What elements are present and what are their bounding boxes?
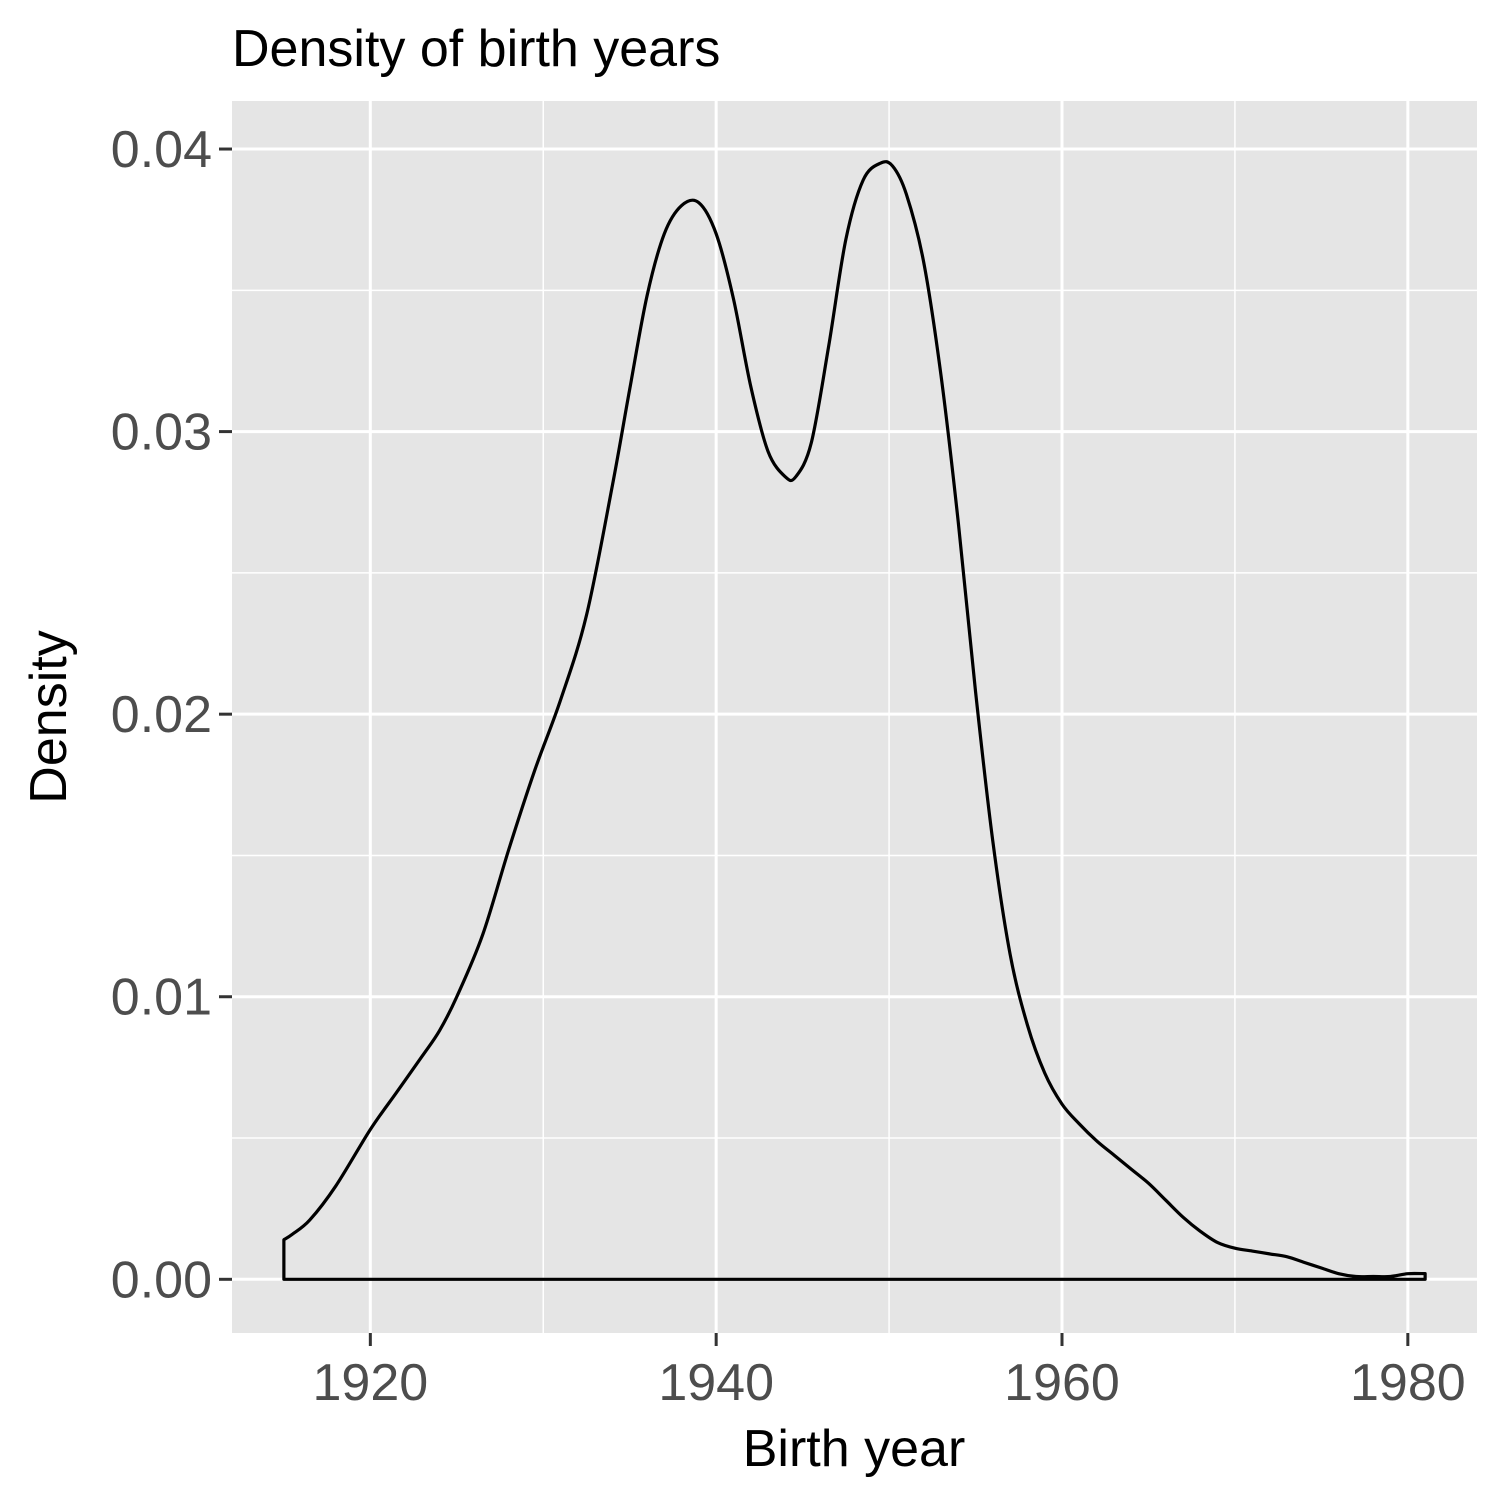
x-tick-label: 1980 — [1350, 1354, 1466, 1412]
density-curve — [282, 160, 1427, 1281]
x-axis-ticks: 1920 1940 1960 1980 — [312, 1333, 1466, 1412]
chart-title: Density of birth years — [232, 20, 720, 78]
y-tick-label: 0.02 — [111, 686, 212, 744]
minor-gridlines — [232, 101, 1477, 1333]
y-tick-label: 0.03 — [111, 404, 212, 462]
plot-panel — [232, 101, 1477, 1333]
y-axis-title: Density — [20, 630, 78, 803]
x-axis-title: Birth year — [743, 1420, 966, 1478]
y-tick-label: 0.04 — [111, 121, 212, 179]
y-axis-ticks: 0.00 0.01 0.02 0.03 0.04 — [111, 121, 232, 1309]
x-tick-label: 1940 — [658, 1354, 774, 1412]
y-tick-label: 0.00 — [111, 1251, 212, 1309]
x-tick-label: 1960 — [1004, 1354, 1120, 1412]
x-tick-label: 1920 — [312, 1354, 428, 1412]
y-tick-label: 0.01 — [111, 969, 212, 1027]
